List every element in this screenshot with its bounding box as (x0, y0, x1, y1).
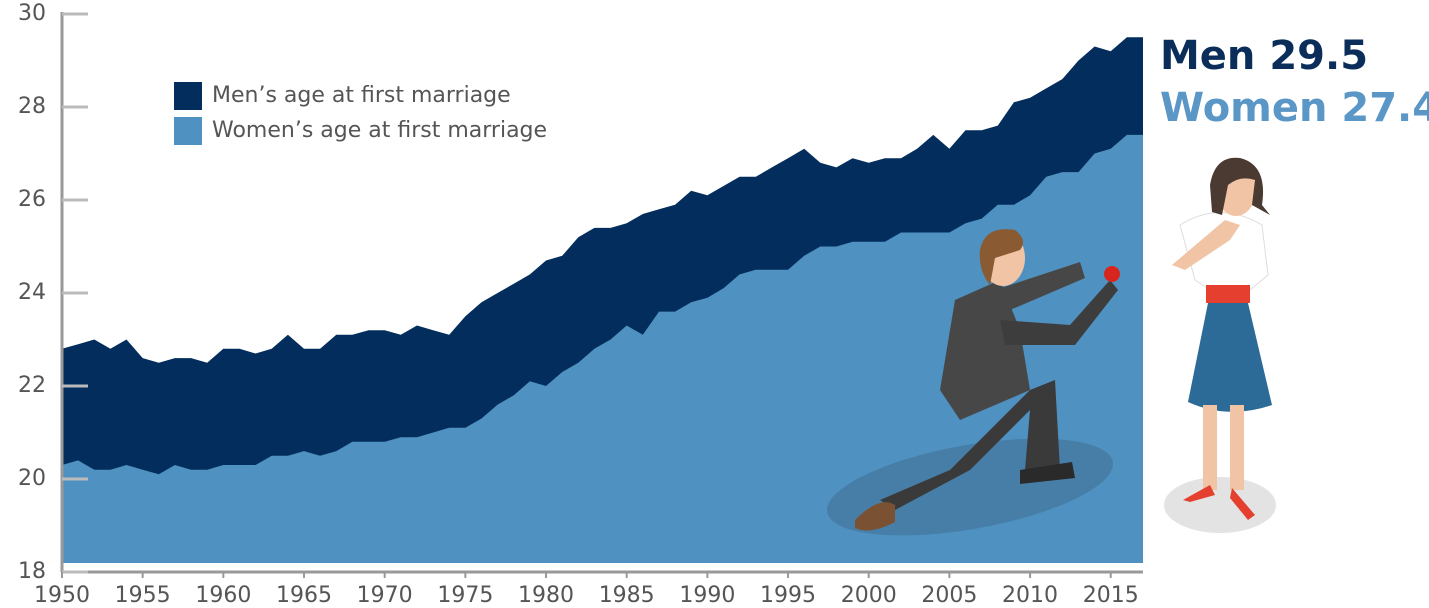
x-tick-label: 1955 (115, 583, 171, 608)
y-tick-label: 18 (18, 559, 46, 584)
x-tick-label: 2005 (921, 583, 977, 608)
chart: 18 20 22 24 26 28 30 1950 1955 1960 1965 1970 1975 19… (0, 0, 1429, 608)
y-tick-label: 24 (18, 280, 46, 305)
y-tick-label: 20 (18, 466, 46, 491)
annotation: Women 27.4 (1160, 85, 1429, 131)
x-tick-label: 1950 (34, 583, 90, 608)
x-tick-label: 1990 (679, 583, 735, 608)
legend-swatch (174, 117, 202, 145)
x-tick-label: 2000 (841, 583, 897, 608)
x-tick-label: 1960 (195, 583, 251, 608)
legend-label: Men’s age at first marriage (212, 83, 511, 108)
legend-label: Women’s age at first marriage (212, 118, 547, 143)
x-tick-label: 1970 (357, 583, 413, 608)
x-tick-label: 1985 (599, 583, 655, 608)
x-tick-label: 1965 (276, 583, 332, 608)
x-tick-label: 2015 (1083, 583, 1139, 608)
x-tick-label: 1975 (437, 583, 493, 608)
annotation: Men 29.5 (1160, 33, 1368, 79)
y-tick-label: 28 (18, 94, 46, 119)
y-tick-label: 22 (18, 373, 46, 398)
legend: Men’s age at first marriage Women’s age … (174, 82, 547, 145)
y-tick-label: 26 (18, 187, 46, 212)
x-tick-label: 1980 (518, 583, 574, 608)
x-tick-label: 2010 (1002, 583, 1058, 608)
x-tick-label: 1995 (760, 583, 816, 608)
y-tick-label: 30 (18, 1, 46, 26)
legend-swatch (174, 82, 202, 110)
